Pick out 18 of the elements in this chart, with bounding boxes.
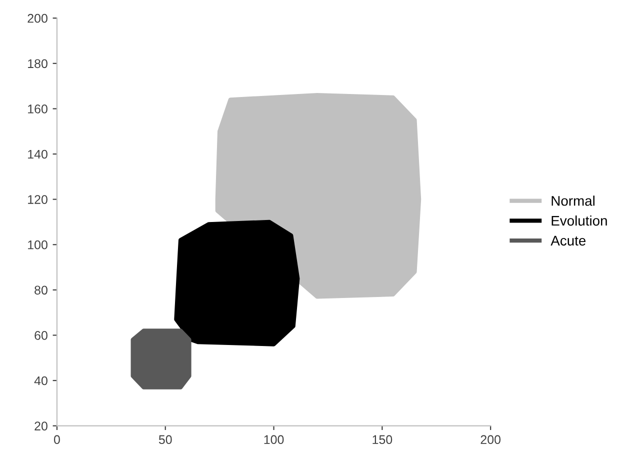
y-tick-label: 200 bbox=[28, 14, 48, 23]
y-tick-label: 40 bbox=[34, 376, 48, 386]
y-tick-label: 140 bbox=[28, 150, 48, 159]
x-tick-label: 150 bbox=[372, 435, 392, 444]
y-tick-label: 180 bbox=[28, 59, 48, 68]
x-tick-label: 50 bbox=[158, 435, 172, 444]
y-tick-label: 20 bbox=[34, 422, 48, 430]
y-tick-label: 160 bbox=[28, 104, 48, 114]
y-tick-label: 120 bbox=[28, 195, 48, 204]
legend-label: Evolution bbox=[552, 215, 607, 226]
legend-label: Normal bbox=[552, 196, 594, 206]
y-tick-label: 80 bbox=[34, 286, 48, 295]
x-tick-label: 200 bbox=[480, 435, 501, 444]
y-tick-label: 60 bbox=[34, 331, 48, 340]
x-tick-label: 0 bbox=[54, 435, 60, 444]
x-tick-label: 100 bbox=[264, 435, 284, 444]
legend-label: Acute bbox=[550, 236, 586, 246]
y-tick-label: 100 bbox=[28, 240, 48, 250]
